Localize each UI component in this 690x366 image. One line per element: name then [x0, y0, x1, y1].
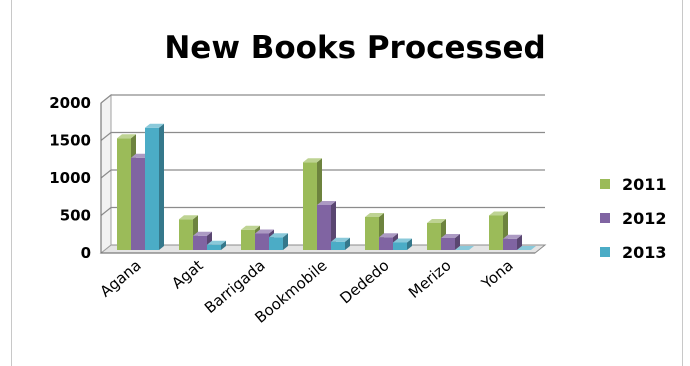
bar-front [489, 215, 503, 250]
bar-front [317, 205, 331, 250]
bar-top [193, 231, 212, 236]
bar-side [517, 234, 522, 250]
bar-side [331, 201, 336, 250]
x-tick-label: Yona [477, 256, 516, 293]
grid-lines [100, 94, 545, 216]
bar-front [331, 241, 345, 250]
gridline [100, 206, 545, 216]
bar-front [179, 219, 193, 250]
bar-agana-2013 [145, 123, 164, 250]
gridline [100, 94, 545, 104]
bar-top [517, 246, 536, 250]
axes [100, 103, 535, 254]
bar-yona-2013 [517, 246, 536, 250]
bar-top [441, 234, 460, 238]
bar-top [503, 234, 522, 239]
chart-title: New Books Processed [164, 30, 545, 66]
bar-front [303, 162, 317, 250]
bar-top [331, 237, 350, 242]
bar-top [241, 225, 260, 230]
bar-front [365, 217, 379, 250]
bar-side [407, 238, 412, 250]
x-tick-label: Merizo [405, 256, 455, 302]
legend-label: 2013 [622, 243, 667, 262]
x-tick-label: Agana [96, 256, 144, 300]
bar-front [427, 223, 441, 250]
bar-front [503, 238, 517, 250]
bar-top [393, 238, 412, 243]
bar-side [455, 234, 460, 250]
bar-bookmobile-2012 [317, 201, 336, 250]
gridline [100, 131, 545, 141]
legend-swatch [600, 213, 610, 223]
x-tick-label: Dededo [336, 256, 392, 307]
bar-top [489, 211, 508, 216]
bar-top [269, 233, 288, 238]
bar-top [303, 158, 322, 163]
bar-front [207, 244, 221, 250]
bar-front [193, 235, 207, 250]
y-tick-label: 2000 [49, 94, 91, 112]
bar-bookmobile-2013 [331, 237, 350, 250]
legend-swatch [600, 179, 610, 189]
bar-top [427, 219, 446, 223]
bar-side [283, 233, 288, 250]
bar-agat-2013 [207, 240, 226, 250]
bar-top [145, 123, 164, 128]
bar-front [117, 138, 131, 250]
bar-top [455, 246, 474, 250]
bar-top [255, 229, 274, 234]
y-tick-label: 1500 [49, 132, 91, 150]
bar-top [317, 201, 336, 205]
bar-dededo-2011 [365, 213, 384, 250]
bar-front [269, 237, 283, 250]
legend-item-2011: 2011 [600, 175, 667, 194]
legend-label: 2012 [622, 209, 667, 228]
bar-front [255, 233, 269, 250]
bar-front [379, 237, 393, 250]
bar-top [179, 215, 198, 220]
bar-front [145, 127, 159, 250]
bar-dededo-2013 [393, 238, 412, 250]
bar-side [345, 237, 350, 250]
legend-label: 2011 [622, 175, 667, 194]
legend-item-2013: 2013 [600, 243, 667, 262]
bar-front [393, 242, 407, 250]
x-tick-label: Agat [168, 256, 206, 292]
bar-front [441, 238, 455, 250]
legend-swatch [600, 247, 610, 257]
bar-agat-2011 [179, 215, 198, 250]
bar-yona-2012 [503, 234, 522, 250]
bar-merizo-2012 [441, 234, 460, 250]
bar-top [117, 134, 136, 139]
bar-top [379, 233, 398, 238]
bar-front [241, 229, 255, 250]
y-tick-label: 500 [60, 207, 91, 225]
bars [117, 123, 536, 250]
legend: 2011 2012 2013 [600, 175, 667, 262]
bar-barrigada-2013 [269, 233, 288, 250]
bar-side [159, 123, 164, 250]
bar-front [131, 157, 145, 250]
legend-item-2012: 2012 [600, 209, 667, 228]
y-tick-label: 1000 [49, 169, 91, 187]
y-tick-label: 0 [81, 244, 91, 262]
bar-top [207, 240, 226, 245]
gridline [100, 169, 545, 179]
bar-side [221, 240, 226, 250]
bar-top [365, 213, 384, 217]
y-axis-ticks: 0 500 1000 1500 2000 [49, 94, 91, 262]
bar-merizo-2013 [455, 246, 474, 250]
